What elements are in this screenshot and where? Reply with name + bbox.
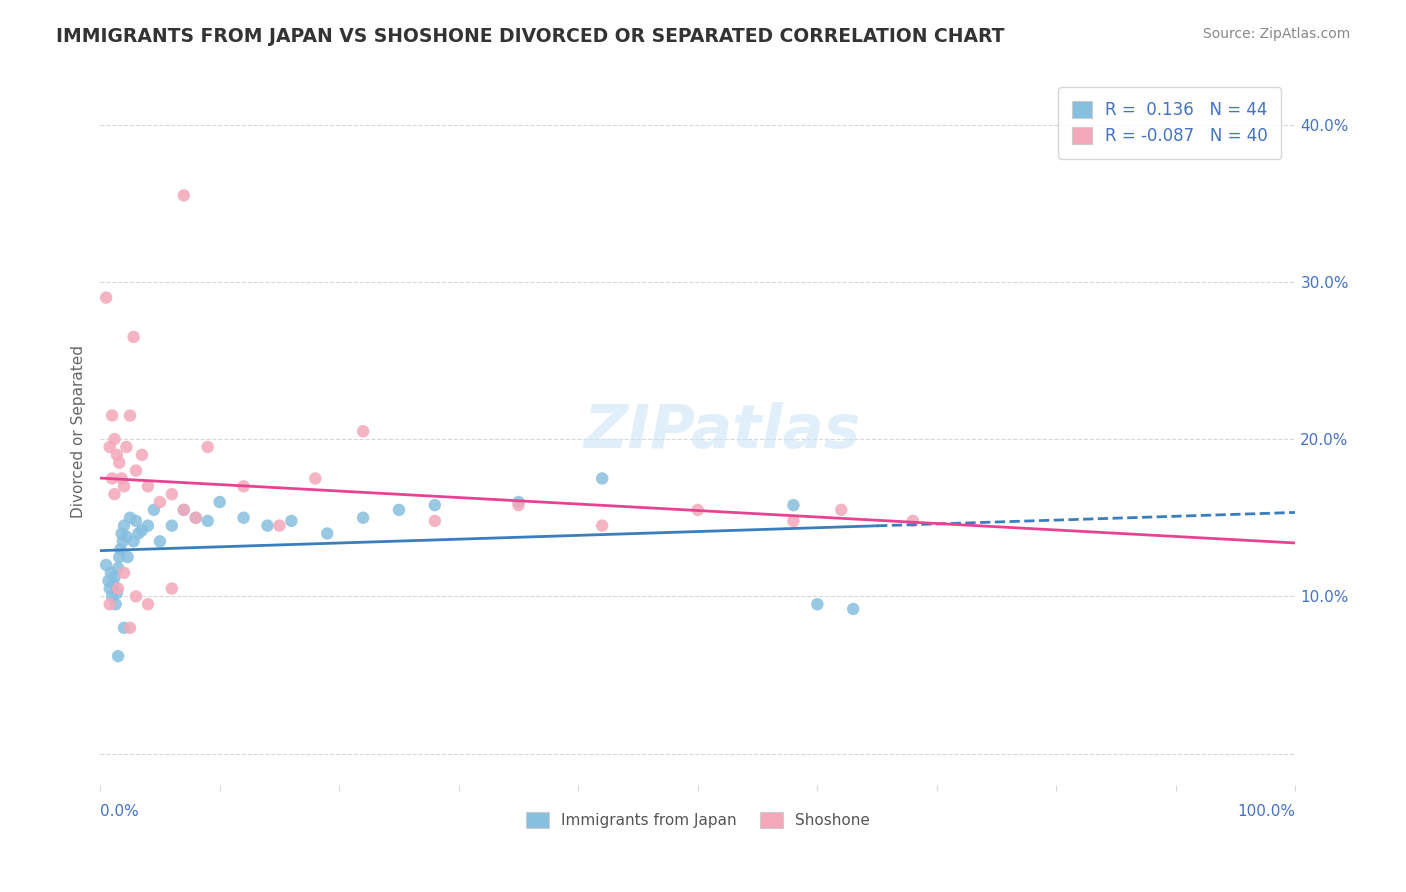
Point <box>111 471 134 485</box>
Point <box>122 534 145 549</box>
Point <box>94 558 117 572</box>
Point <box>107 582 129 596</box>
Point <box>101 471 124 485</box>
Point <box>280 514 302 528</box>
Point <box>97 574 120 588</box>
Point <box>104 597 127 611</box>
Point <box>173 503 195 517</box>
Text: Source: ZipAtlas.com: Source: ZipAtlas.com <box>1202 27 1350 41</box>
Point <box>98 582 121 596</box>
Point <box>118 621 141 635</box>
Point <box>107 561 129 575</box>
Point <box>108 456 131 470</box>
Point <box>423 514 446 528</box>
Point <box>103 432 125 446</box>
Point <box>118 510 141 524</box>
Point <box>112 479 135 493</box>
Point <box>160 487 183 501</box>
Point <box>232 510 254 524</box>
Point <box>105 586 128 600</box>
Legend: Immigrants from Japan, Shoshone: Immigrants from Japan, Shoshone <box>520 805 876 834</box>
Point <box>112 518 135 533</box>
Point <box>103 570 125 584</box>
Point <box>316 526 339 541</box>
Point <box>136 597 159 611</box>
Point <box>111 534 134 549</box>
Point <box>125 590 148 604</box>
Point <box>100 566 122 580</box>
Point <box>160 582 183 596</box>
Point <box>830 503 852 517</box>
Point <box>173 503 195 517</box>
Point <box>508 495 530 509</box>
Point <box>508 498 530 512</box>
Point <box>131 448 153 462</box>
Point <box>136 518 159 533</box>
Point <box>142 503 165 517</box>
Point <box>122 330 145 344</box>
Point <box>160 518 183 533</box>
Point <box>232 479 254 493</box>
Point <box>112 566 135 580</box>
Point <box>112 621 135 635</box>
Text: 100.0%: 100.0% <box>1237 804 1295 819</box>
Point <box>111 526 134 541</box>
Point <box>806 597 828 611</box>
Text: IMMIGRANTS FROM JAPAN VS SHOSHONE DIVORCED OR SEPARATED CORRELATION CHART: IMMIGRANTS FROM JAPAN VS SHOSHONE DIVORC… <box>56 27 1005 45</box>
Point <box>103 487 125 501</box>
Point <box>352 510 374 524</box>
Point <box>591 471 613 485</box>
Text: ZIPatlas: ZIPatlas <box>583 401 860 461</box>
Point <box>269 518 291 533</box>
Point <box>782 514 804 528</box>
Point <box>127 526 149 541</box>
Point <box>423 498 446 512</box>
Y-axis label: Divorced or Separated: Divorced or Separated <box>72 345 86 517</box>
Point <box>115 440 138 454</box>
Point <box>125 464 148 478</box>
Point <box>184 510 207 524</box>
Point <box>136 479 159 493</box>
Point <box>103 576 125 591</box>
Point <box>149 534 172 549</box>
Point <box>110 542 132 557</box>
Point <box>388 503 411 517</box>
Point <box>173 188 195 202</box>
Point <box>686 503 709 517</box>
Point <box>352 424 374 438</box>
Point <box>98 597 121 611</box>
Point <box>131 524 153 538</box>
Point <box>107 649 129 664</box>
Point <box>115 530 138 544</box>
Point <box>94 291 117 305</box>
Point <box>197 514 219 528</box>
Point <box>782 498 804 512</box>
Point <box>101 409 124 423</box>
Point <box>149 495 172 509</box>
Point <box>842 602 865 616</box>
Point <box>108 550 131 565</box>
Point <box>98 440 121 454</box>
Point <box>101 590 124 604</box>
Point <box>118 409 141 423</box>
Point <box>197 440 219 454</box>
Point <box>105 448 128 462</box>
Point <box>184 510 207 524</box>
Text: 0.0%: 0.0% <box>100 804 139 819</box>
Point <box>256 518 278 533</box>
Point <box>125 514 148 528</box>
Point <box>208 495 231 509</box>
Point <box>117 550 139 565</box>
Point <box>591 518 613 533</box>
Point <box>304 471 326 485</box>
Point <box>901 514 924 528</box>
